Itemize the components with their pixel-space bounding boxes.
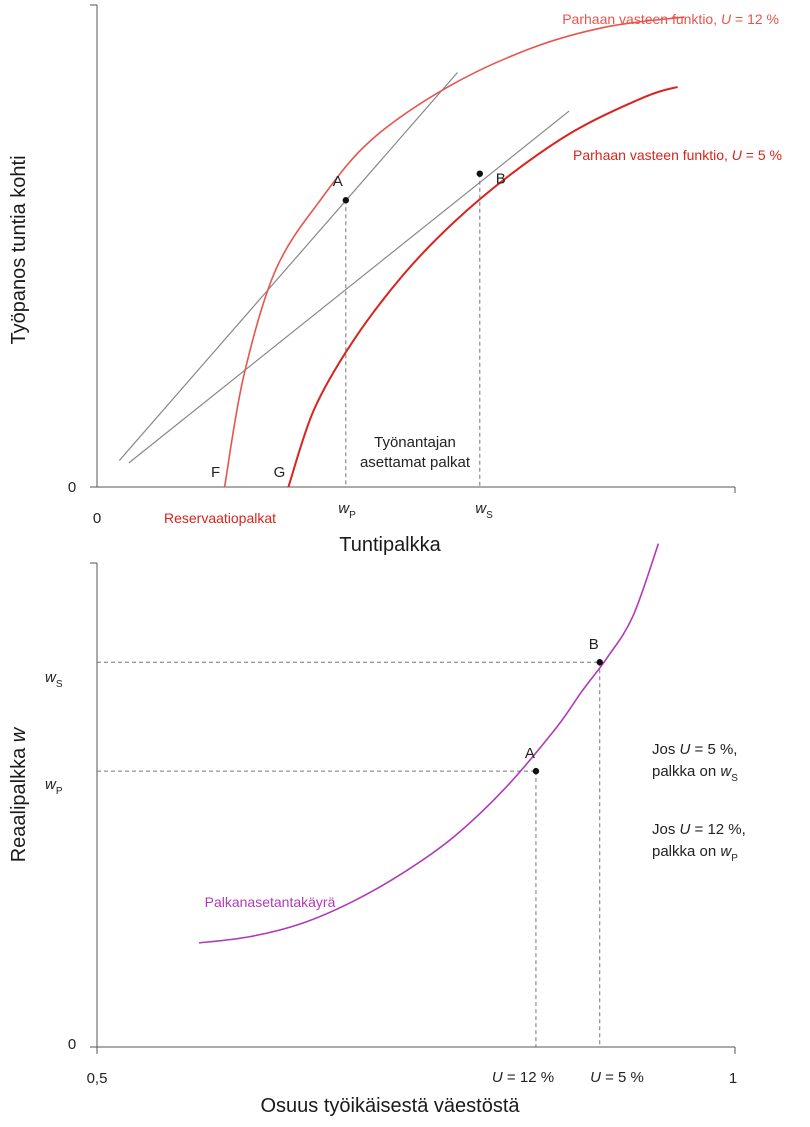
point-label-a: A <box>333 173 343 190</box>
top-tangent-lines <box>118 72 570 464</box>
best-response-curve-u5 <box>287 85 678 488</box>
x-marker-f: F <box>211 464 220 481</box>
bottom-panel: 0 0,5 1 AB Palkanasetantakäyrä wS wP U =… <box>8 543 746 1117</box>
bottom-y-tick-wp: wP <box>45 776 63 797</box>
top-guides <box>345 173 481 487</box>
bottom-y-axis-title: Reaalipalkka w <box>8 726 30 862</box>
top-x-axis-title: Tuntipalkka <box>339 534 441 556</box>
bottom-point-b <box>596 659 603 666</box>
top-y-origin-label: 0 <box>68 479 76 496</box>
top-x-tick-ws: wS <box>475 500 493 521</box>
bottom-point-label-b: B <box>589 636 599 653</box>
bottom-x-tick-right: 1 <box>729 1070 737 1087</box>
note-u5-line1: Jos U = 5 %, <box>652 741 737 758</box>
point-a <box>342 197 350 204</box>
employer-wages-label-line2: asettamat palkat <box>360 454 471 471</box>
best-response-curve-u12 <box>223 16 685 488</box>
top-curve-label-u12: Parhaan vasteen funktio, U = 12 % <box>562 11 779 27</box>
bottom-points: AB <box>525 636 603 775</box>
wage-setting-curve-label: Palkanasetantakäyrä <box>205 894 336 910</box>
note-u12-line2: palkka on wP <box>652 843 738 864</box>
top-x-origin-label: 0 <box>93 510 101 527</box>
point-b <box>476 170 483 177</box>
reservation-wages-label: Reservaatiopalkat <box>164 510 276 526</box>
bottom-curves <box>199 543 660 944</box>
bottom-point-label-a: A <box>525 745 535 762</box>
top-curves <box>223 16 685 488</box>
top-x-tick-wp: wP <box>338 500 356 521</box>
note-u12-line1: Jos U = 12 %, <box>652 821 746 838</box>
employer-wages-label-line1: Työnantajan <box>374 434 456 451</box>
bottom-y-tick-ws: wS <box>45 669 63 690</box>
tangent-line-a <box>118 72 458 461</box>
wage-setting-curve <box>199 543 660 944</box>
note-u5-line2: palkka on wS <box>652 763 738 784</box>
bottom-x-axis-title: Osuus työikäisestä väestöstä <box>260 1095 520 1117</box>
top-y-axis-title: Työpanos tuntia kohti <box>8 155 30 344</box>
bottom-x-tick-u12: U = 12 % <box>492 1069 554 1086</box>
top-curve-label-u5: Parhaan vasteen funktio, U = 5 % <box>573 147 782 163</box>
tangent-line-b <box>128 110 570 464</box>
bottom-y-origin-label: 0 <box>68 1036 76 1053</box>
bottom-x-tick-left: 0,5 <box>87 1070 108 1087</box>
x-marker-g: G <box>274 464 286 481</box>
point-label-b: B <box>496 171 506 188</box>
bottom-point-a <box>532 767 540 775</box>
bottom-guides <box>97 661 601 1047</box>
bottom-x-tick-u5: U = 5 % <box>590 1069 644 1086</box>
